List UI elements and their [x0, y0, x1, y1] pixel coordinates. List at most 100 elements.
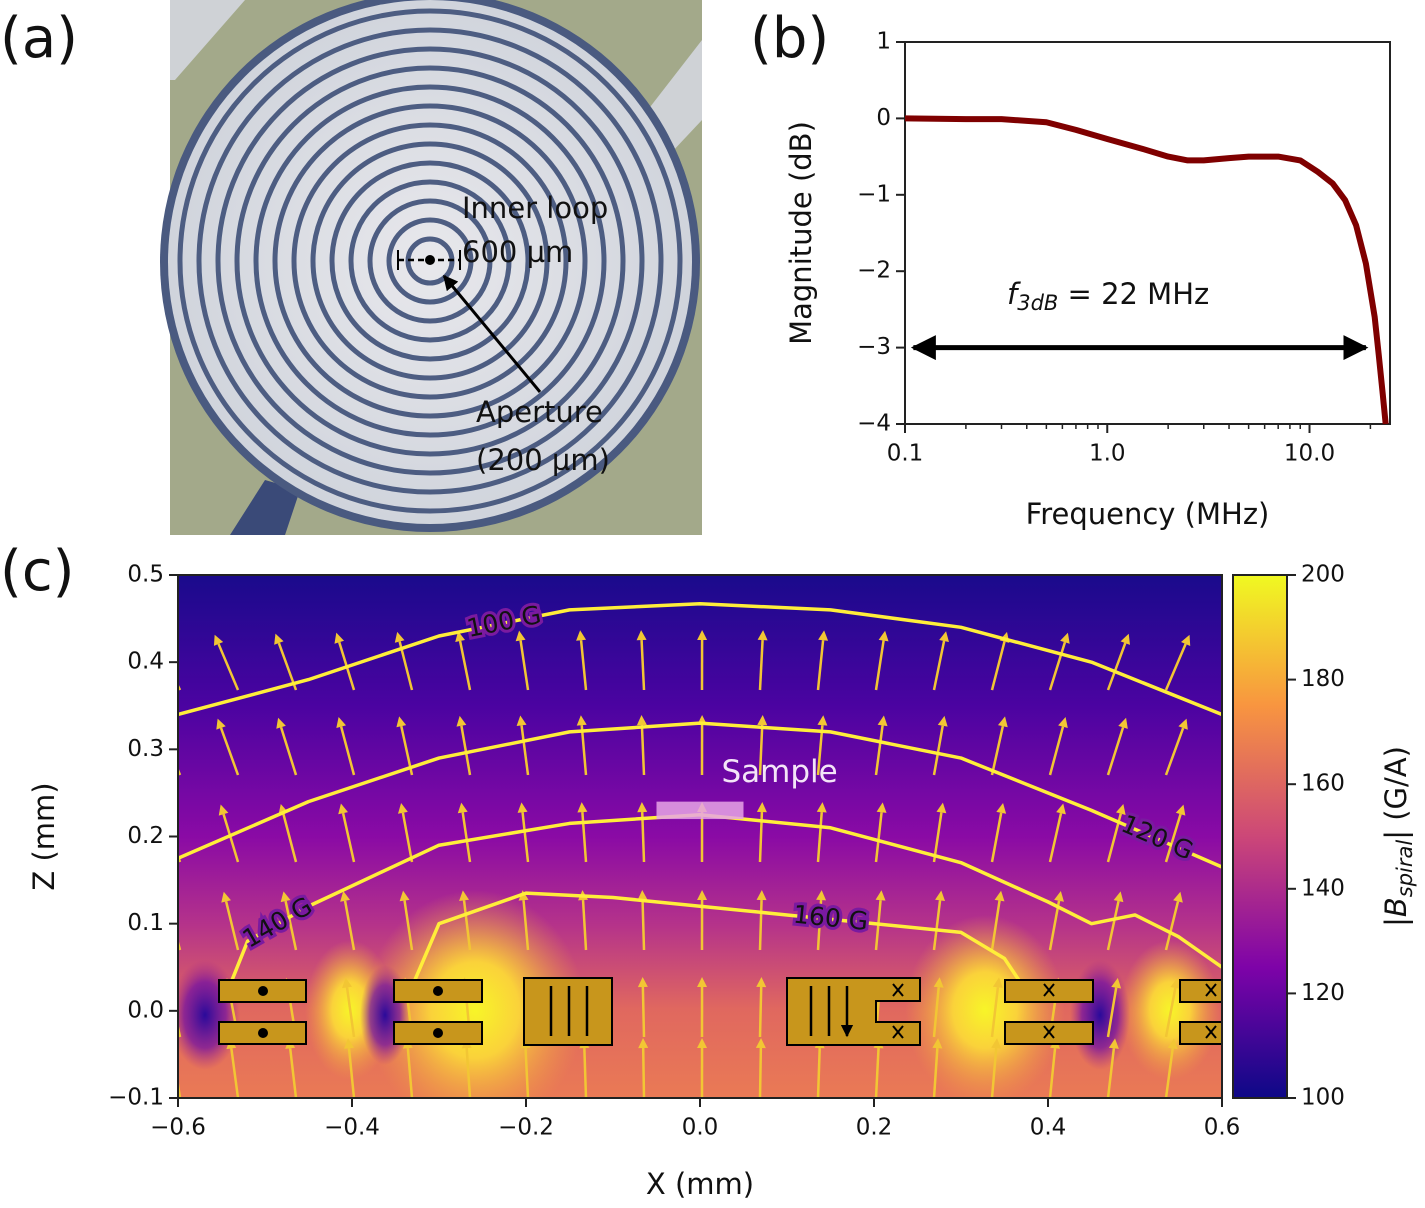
field-arrow-head — [697, 630, 708, 641]
field-arrow-head — [816, 802, 827, 813]
field-arrow-head — [218, 804, 229, 816]
coil-gap — [177, 8, 683, 514]
field-arrow — [990, 900, 1001, 951]
contour-line — [228, 812, 1222, 986]
field-arrow — [1164, 987, 1177, 1038]
x-tick-label: 0.6 — [1204, 1115, 1241, 1141]
axes-frame — [904, 41, 1391, 425]
field-arrow-head — [1118, 717, 1128, 729]
field-arrow-head — [577, 802, 588, 813]
field-arrow — [230, 1048, 240, 1098]
coil-gap — [234, 65, 626, 457]
field-arrow — [403, 900, 414, 951]
field-arrow-head — [876, 802, 887, 813]
field-arrow — [341, 812, 356, 863]
coil-gap — [386, 217, 474, 305]
y-tick-label: 0 — [876, 105, 891, 131]
field-arrow-head — [342, 977, 352, 989]
sample-label: Sample — [722, 754, 838, 790]
field-arrow — [519, 640, 530, 691]
field-arrow-head — [1181, 634, 1191, 646]
coil-gap — [253, 84, 607, 438]
x-axis-label: X (mm) — [646, 1167, 754, 1201]
field-arrow — [224, 901, 240, 951]
field-arrow — [284, 900, 298, 951]
field-arrow-head — [636, 630, 647, 641]
field-arrow — [641, 1047, 646, 1098]
field-arrow — [401, 812, 414, 863]
field-arrow — [343, 900, 356, 951]
y-tick-label: −4 — [857, 411, 891, 437]
field-arrow-head — [637, 890, 648, 901]
field-arrow — [816, 640, 825, 691]
field-arrow — [288, 1048, 298, 1098]
field-arrow — [758, 640, 764, 691]
colorbar-label-subscript: spiral — [1393, 840, 1417, 898]
field-arrow — [932, 725, 944, 776]
field-arrow-head — [878, 630, 889, 642]
field-arrow-head — [992, 977, 1003, 988]
colorbar-tick-label: 200 — [1301, 562, 1345, 588]
field-arrow-head — [576, 630, 587, 641]
y-tick-label: 1 — [876, 29, 891, 55]
field-arrow-head — [338, 803, 348, 815]
y-tick-label: −2 — [857, 258, 891, 284]
colorbar-tick-label: 120 — [1301, 980, 1345, 1006]
field-arrow — [932, 812, 943, 863]
annotation: Inner loop — [462, 191, 608, 225]
y-axis-label: Z (mm) — [27, 782, 61, 890]
field-arrow — [1106, 642, 1127, 691]
field-arrow-head — [756, 802, 767, 813]
field-arrow-head — [1170, 978, 1181, 989]
field-arrow-head — [1108, 1038, 1119, 1049]
field-arrow-head — [515, 630, 526, 642]
panel-label: (b) — [750, 6, 829, 71]
field-arrow-head — [756, 890, 767, 901]
field-arrow-head — [399, 890, 410, 902]
coil-section — [786, 977, 921, 1046]
field-arrow — [758, 986, 763, 1038]
x-tick-label: 0.2 — [856, 1115, 893, 1141]
colorbar-label-prefix: | — [1379, 917, 1413, 927]
field-arrow-head — [1054, 890, 1064, 902]
field-arrow — [345, 987, 356, 1038]
field-arrow — [816, 812, 823, 863]
coil-gap — [215, 46, 645, 476]
field-arrow-head — [397, 802, 408, 814]
colorbar-label: |Bspiral| (G/A) — [1379, 746, 1417, 927]
field-arrow — [581, 812, 588, 863]
current-out — [433, 1028, 443, 1038]
field-arrow-head — [165, 978, 175, 989]
field-arrow-head — [697, 1038, 708, 1049]
field-arrow — [522, 900, 530, 951]
coil-section — [1179, 979, 1222, 1003]
field-arrow — [640, 811, 646, 863]
field-arrow — [990, 1048, 998, 1098]
coil-gap — [348, 179, 512, 343]
field-arrow — [932, 640, 946, 691]
field-arrow-head — [875, 890, 886, 901]
field-arrow-head — [1115, 804, 1126, 815]
y-tick-label: 0.0 — [127, 997, 164, 1023]
field-arrow — [990, 812, 1003, 863]
field-arrow — [932, 987, 940, 1038]
field-coldspot — [178, 960, 240, 1070]
current-arrow — [549, 986, 847, 1036]
colorbar-tick-label: 160 — [1301, 771, 1345, 797]
field-arrow-head — [274, 633, 284, 645]
coil-gap — [196, 27, 664, 495]
field-arrow — [1048, 641, 1067, 691]
field-arrow-head — [755, 1038, 766, 1049]
field-arrow — [758, 1047, 763, 1098]
coil-section — [1179, 1021, 1222, 1045]
field-arrow — [874, 812, 883, 863]
field-arrow-head — [757, 715, 768, 726]
contour-line — [178, 721, 1222, 869]
field-arrow — [279, 726, 298, 776]
current-out — [433, 986, 443, 996]
field-arrow — [990, 987, 1000, 1038]
field-arrow-head — [394, 631, 405, 643]
field-arrow — [1106, 900, 1120, 951]
field-arrow-head — [457, 802, 468, 814]
field-arrow-head — [697, 977, 708, 988]
